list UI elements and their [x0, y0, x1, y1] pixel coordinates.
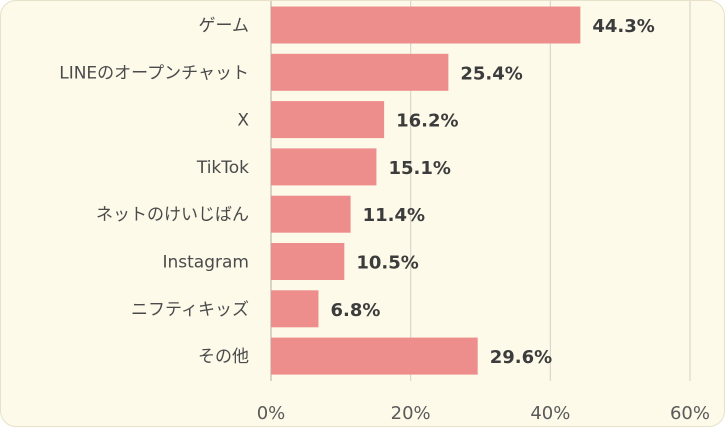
- category-label: Instagram: [163, 253, 250, 273]
- category-label: LINEのオープンチャット: [59, 63, 249, 83]
- value-label: 25.4%: [460, 63, 522, 84]
- category-label: X: [237, 111, 249, 131]
- value-label: 29.6%: [490, 347, 552, 368]
- bar: [271, 148, 377, 186]
- category-label: その他: [198, 347, 249, 367]
- bar: [271, 337, 478, 375]
- value-label: 44.3%: [592, 16, 654, 37]
- value-label: 11.4%: [363, 205, 425, 226]
- value-label: 10.5%: [356, 253, 418, 274]
- value-label: 16.2%: [396, 111, 458, 132]
- x-axis-ticks: 0% 20% 40% 60%: [257, 403, 710, 424]
- value-label: 6.8%: [330, 300, 380, 321]
- value-label: 15.1%: [388, 158, 450, 179]
- x-tick-label: 40%: [530, 403, 570, 424]
- bars: [271, 6, 581, 375]
- x-tick-label: 60%: [670, 403, 710, 424]
- bar: [271, 101, 385, 139]
- x-tick-label: 20%: [391, 403, 431, 424]
- bar: [271, 243, 345, 280]
- category-label: TikTok: [196, 158, 249, 178]
- bar: [271, 53, 449, 91]
- value-labels: 44.3% 25.4% 16.2% 15.1% 11.4% 10.5% 6.8% 29.6%: [330, 16, 654, 368]
- category-label: ゲーム: [199, 16, 250, 36]
- bar: [271, 6, 581, 44]
- bar: [271, 195, 351, 233]
- bar: [271, 290, 319, 328]
- category-label: ネットのけいじばん: [96, 205, 249, 225]
- category-labels: ゲーム LINEのオープンチャット X TikTok ネットのけいじばん Instagra…: [59, 16, 249, 367]
- category-label: ニフティキッズ: [131, 300, 249, 320]
- x-tick-label: 0%: [257, 403, 286, 424]
